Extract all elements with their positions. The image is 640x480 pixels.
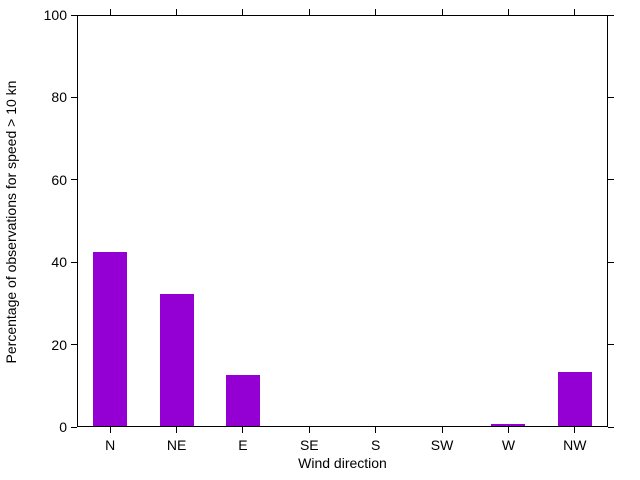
x-axis-tick-mirror xyxy=(242,9,244,15)
y-axis-tick-mirror xyxy=(608,96,614,98)
bar-nw xyxy=(557,372,592,426)
y-axis-title: Percentage of observations for speed > 1… xyxy=(3,80,19,364)
x-tick-label: NW xyxy=(563,437,587,453)
x-axis-tick xyxy=(308,427,310,433)
y-tick-label: 80 xyxy=(51,89,67,106)
x-axis-tick-mirror xyxy=(308,9,310,15)
x-axis-tick xyxy=(574,427,576,433)
x-tick-label: SE xyxy=(299,437,319,453)
bar-n xyxy=(93,251,128,426)
x-axis-tick xyxy=(507,427,509,433)
y-axis-tick xyxy=(71,261,77,263)
x-tick-label: S xyxy=(371,437,381,453)
y-axis-tick-mirror xyxy=(608,344,614,346)
x-tick-label: E xyxy=(238,437,248,453)
y-axis-tick xyxy=(71,426,77,428)
y-axis-tick-mirror xyxy=(608,261,614,263)
x-axis-tick-mirror xyxy=(574,9,576,15)
x-axis-tick-mirror xyxy=(441,9,443,15)
x-tick-label: NE xyxy=(166,437,187,453)
y-axis-tick xyxy=(71,344,77,346)
x-axis-tick-mirror xyxy=(109,9,111,15)
x-tick-label: W xyxy=(501,437,516,453)
y-tick-label: 60 xyxy=(51,171,67,188)
y-axis-tick xyxy=(71,179,77,181)
y-tick-label: 0 xyxy=(59,419,67,435)
y-axis-tick xyxy=(71,14,77,16)
y-axis-tick-mirror xyxy=(608,179,614,181)
bar-w xyxy=(491,423,526,426)
y-tick-label: 100 xyxy=(43,7,67,23)
y-axis-tick-mirror xyxy=(608,426,614,428)
x-tick-label: SW xyxy=(430,437,454,453)
x-axis-tick xyxy=(109,427,111,433)
bar-ne xyxy=(159,294,194,426)
bar-e xyxy=(225,374,260,426)
x-axis-tick xyxy=(441,427,443,433)
y-tick-label: 20 xyxy=(51,336,67,353)
y-axis-tick xyxy=(71,96,77,98)
x-axis-tick xyxy=(242,427,244,433)
x-axis-tick-mirror xyxy=(176,9,178,15)
x-axis-tick xyxy=(375,427,377,433)
x-tick-label: N xyxy=(105,437,116,453)
x-axis-tick xyxy=(176,427,178,433)
plot-area xyxy=(77,15,608,427)
x-axis-tick-mirror xyxy=(507,9,509,15)
y-axis-tick-mirror xyxy=(608,14,614,16)
x-axis-title: Wind direction xyxy=(298,455,387,471)
y-tick-label: 40 xyxy=(51,254,67,271)
x-axis-tick-mirror xyxy=(375,9,377,15)
